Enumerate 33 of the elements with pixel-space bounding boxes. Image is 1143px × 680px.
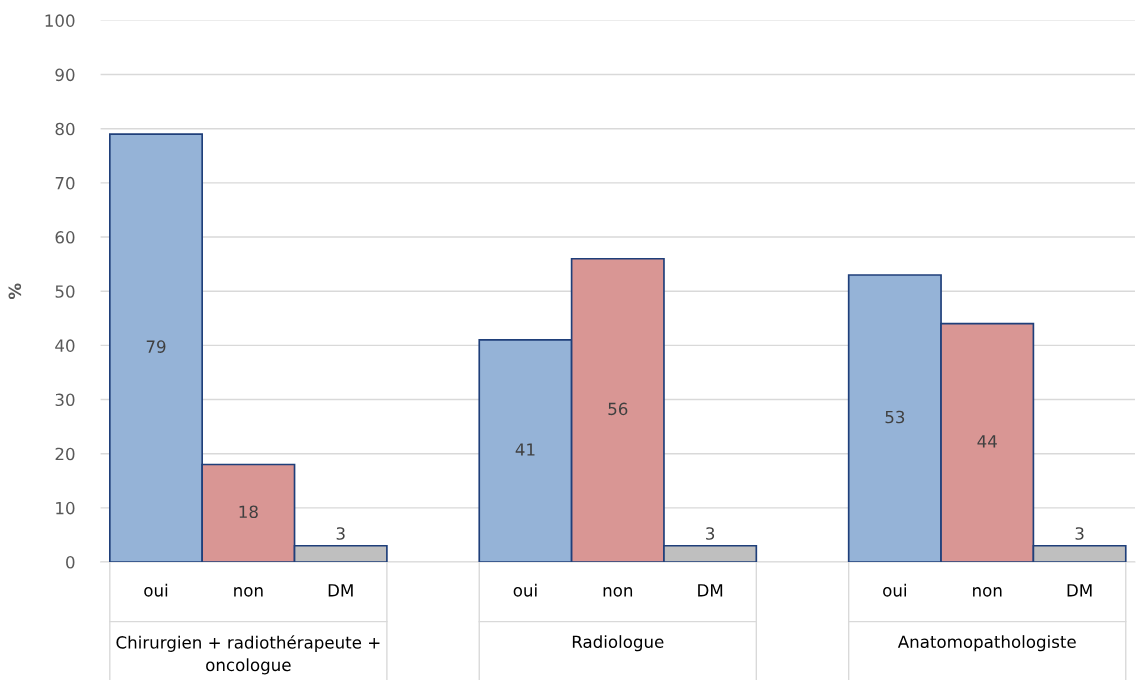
data-label: 56 xyxy=(608,402,628,416)
y-tick-label: 10 xyxy=(56,501,75,515)
y-tick-label: 40 xyxy=(55,339,75,352)
y-tick-label: 70 xyxy=(55,176,75,190)
y-tick-label: 0 xyxy=(66,555,75,569)
data-label: 44 xyxy=(977,435,997,448)
text: DM xyxy=(698,584,723,597)
y-tick-label: 100 xyxy=(45,14,75,27)
series-label: non xyxy=(234,587,263,597)
y-axis-title: % xyxy=(8,283,22,300)
data-label: 18 xyxy=(239,505,258,519)
series-label: DM xyxy=(328,584,353,597)
y-tick-label: 90 xyxy=(55,68,75,82)
y-tick-label: 30 xyxy=(55,393,75,407)
x-tick-label: Radiologue xyxy=(572,635,664,652)
text: oui xyxy=(513,583,537,597)
y-tick-label: 50 xyxy=(55,285,75,298)
y-tick-label: 60 xyxy=(55,231,75,244)
x-tick-label: Anatomopathologiste xyxy=(897,635,1076,652)
text: non xyxy=(603,587,633,597)
y-tick-label: 80 xyxy=(55,122,75,136)
data-label: 3 xyxy=(336,527,345,540)
text: non xyxy=(973,587,1002,597)
y-tick-label: 20 xyxy=(55,447,75,461)
data-label: 79 xyxy=(146,340,166,353)
x-tick-label: Chirurgien + radiothérapeute + oncologue xyxy=(116,635,380,675)
text: oui xyxy=(883,583,906,597)
series-label: oui xyxy=(144,583,168,597)
data-label: 3 xyxy=(706,527,715,540)
data-label: 3 xyxy=(1075,527,1084,540)
data-label: 41 xyxy=(515,443,535,456)
text: DM xyxy=(1067,584,1092,597)
data-label: 53 xyxy=(885,410,905,424)
